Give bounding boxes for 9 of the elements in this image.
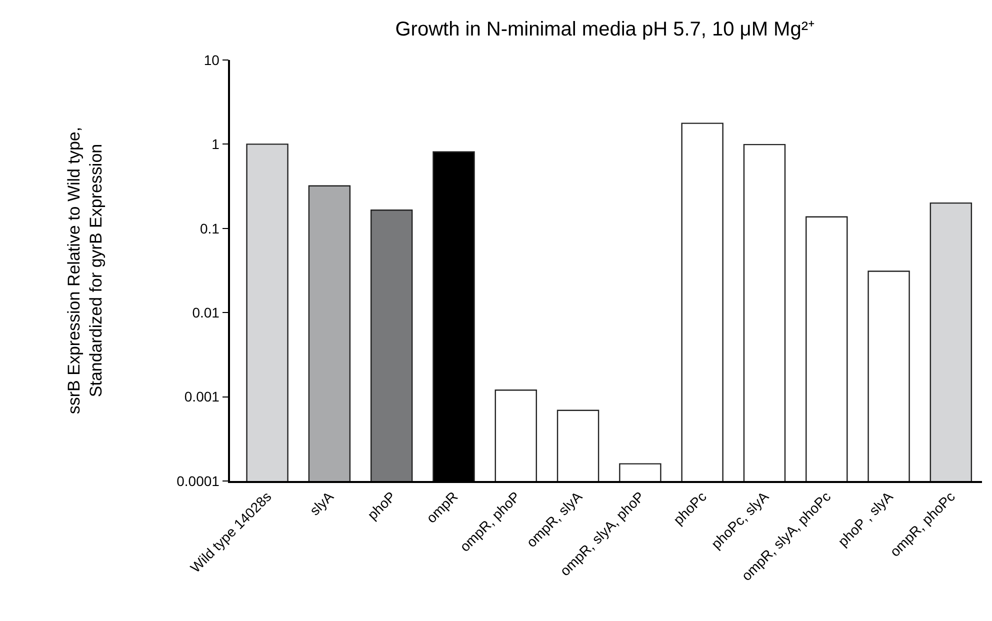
x-tick-label: slyA (306, 488, 337, 518)
y-tick-label: 0.01 (192, 304, 220, 320)
y-tick-label: 0.001 (184, 388, 220, 405)
y-axis-title: ssrB Expression Relative to Wild type, Standardized for gyrB Expression (64, 126, 106, 414)
chart-title: Growth in N-minimal media pH 5.7, 10 μM Mg²⁺ (395, 18, 816, 41)
y-tick-label: 0.1 (200, 220, 220, 236)
y-tick-label: 10 (204, 52, 220, 68)
y-tick-label: 0.0001 (176, 472, 220, 489)
y-tick-label: 1 (212, 136, 220, 152)
